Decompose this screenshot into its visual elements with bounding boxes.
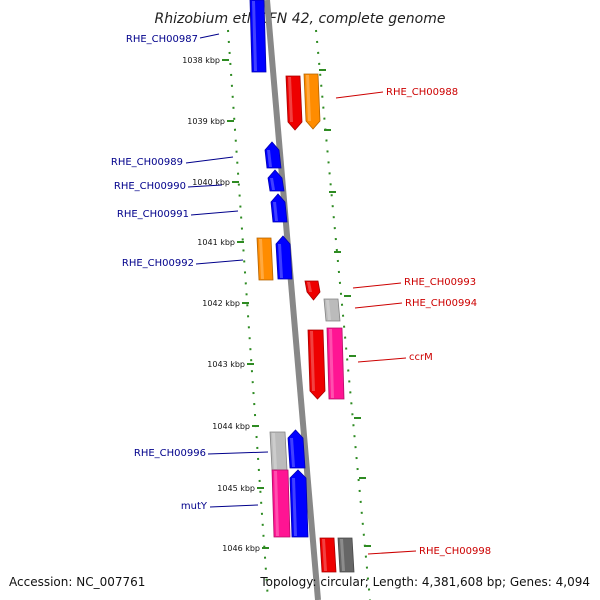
gene-arrow[interactable] <box>337 537 355 573</box>
gene-arrow[interactable] <box>270 193 288 223</box>
strand-tracks <box>227 29 371 600</box>
scale-tick-label: 1042 kbp <box>202 299 240 308</box>
gene-label[interactable]: RHE_CH00993 <box>404 277 476 288</box>
gene-arrow[interactable] <box>326 327 345 400</box>
gene-label-leader <box>354 302 403 309</box>
gene-arrow[interactable] <box>264 141 282 169</box>
scale-tick-label: 1041 kbp <box>197 238 235 247</box>
gene-label-leader <box>195 259 244 265</box>
gene-arrow-highlight <box>326 300 331 320</box>
gene-arrow-highlight <box>274 471 279 536</box>
gene-labels: RHE_CH00987 RHE_CH00988 RHE_CH00989 RHE_CH0… <box>111 33 491 557</box>
gene-arrow[interactable] <box>289 469 309 538</box>
gene-feature-rhe_ch00991[interactable] <box>270 193 288 223</box>
gene-feature-muty[interactable] <box>289 469 309 538</box>
gene-arrow-highlight <box>292 478 297 536</box>
gene-arrow-highlight <box>288 77 293 122</box>
axis-line <box>264 0 321 600</box>
gene-label-leader <box>367 550 417 555</box>
gene-arrow-highlight <box>310 331 315 391</box>
scale-tick-label: 1044 kbp <box>212 422 250 431</box>
gene-arrow-highlight <box>267 150 272 167</box>
gene-arrow[interactable] <box>287 429 306 469</box>
gene-label-leader <box>357 357 407 363</box>
gene-feature-rhe_ch00998[interactable] <box>337 537 355 573</box>
gene-label-leader <box>199 33 220 39</box>
gene-arrow[interactable] <box>323 298 341 322</box>
gene-feature-ccrm[interactable] <box>326 327 345 400</box>
forward-strand-track <box>315 29 371 600</box>
gene-feature-unlabeled-6[interactable] <box>256 237 274 281</box>
scale-tick-label: 1040 kbp <box>192 178 230 187</box>
gene-label[interactable]: RHE_CH00989 <box>111 157 183 168</box>
scale-ticks: 1038 kbp 1039 kbp 1040 kbp 1041 kbp 1042 kbp… <box>182 56 371 553</box>
gene-feature-unlabeled-12[interactable] <box>269 431 288 471</box>
scale-tick-label: 1045 kbp <box>217 484 255 493</box>
gene-feature-unlabeled-14[interactable] <box>271 469 291 538</box>
gene-feature-rhe_ch00989[interactable] <box>264 141 282 169</box>
gene-feature-rhe_ch00992[interactable] <box>275 235 293 280</box>
gene-arrow[interactable] <box>267 169 285 192</box>
reverse-strand-track <box>227 29 269 600</box>
accession-text: Accession: NC_007761 <box>9 575 145 589</box>
gene-feature-rhe_ch00990[interactable] <box>267 169 285 192</box>
gene-label-leader <box>209 504 259 508</box>
gene-feature-rhe_ch00994[interactable] <box>323 298 341 322</box>
gene-arrow-highlight <box>278 244 283 278</box>
gene-feature-rhe_ch00988[interactable] <box>285 75 303 131</box>
gene-arrow[interactable] <box>285 75 303 131</box>
gene-label-leader <box>185 156 234 164</box>
gene-label[interactable]: RHE_CH00994 <box>405 298 477 309</box>
gene-label[interactable]: RHE_CH00988 <box>386 87 458 98</box>
gene-arrow-highlight <box>340 539 345 571</box>
gene-arrow-highlight <box>272 433 277 469</box>
gene-label[interactable]: RHE_CH00996 <box>134 448 206 459</box>
gene-arrow-highlight <box>322 539 327 571</box>
gene-arrow-highlight <box>270 178 275 190</box>
gene-label[interactable]: RHE_CH00991 <box>117 209 189 220</box>
gene-features <box>249 0 355 573</box>
gene-arrow-highlight <box>306 75 311 121</box>
gene-arrow-highlight <box>329 329 334 398</box>
scale-tick-label: 1046 kbp <box>222 544 260 553</box>
gene-label[interactable]: RHE_CH00998 <box>419 546 491 557</box>
gene-feature-unlabeled-2[interactable] <box>303 73 321 130</box>
gene-label[interactable]: RHE_CH00990 <box>114 181 186 192</box>
genome-summary-text: Topology: circular; Length: 4,381,608 bp… <box>259 575 590 589</box>
gene-arrow-highlight <box>252 1 257 71</box>
gene-label[interactable]: RHE_CH00992 <box>122 258 194 269</box>
scale-tick-label: 1043 kbp <box>207 360 245 369</box>
map-title: Rhizobium etli CFN 42, complete genome <box>155 11 446 27</box>
gene-label[interactable]: mutY <box>181 501 208 512</box>
gene-arrow[interactable] <box>249 0 267 73</box>
gene-feature-rhe_ch00987[interactable] <box>249 0 267 73</box>
gene-arrow[interactable] <box>271 469 291 538</box>
gene-arrow-highlight <box>273 202 278 221</box>
gene-arrow[interactable] <box>304 280 321 301</box>
gene-label-leader <box>207 451 269 455</box>
gene-feature-unlabeled-10[interactable] <box>307 329 326 400</box>
gene-arrow[interactable] <box>275 235 293 280</box>
gene-label[interactable]: RHE_CH00987 <box>126 34 198 45</box>
gene-feature-rhe_ch00996[interactable] <box>287 429 306 469</box>
scale-tick-label: 1038 kbp <box>182 56 220 65</box>
gene-arrow-highlight <box>307 282 312 292</box>
gene-arrow[interactable] <box>307 329 326 400</box>
gene-feature-unlabeled-16[interactable] <box>319 537 337 573</box>
gene-arrow-highlight <box>259 239 264 279</box>
gene-label-leader <box>352 282 402 289</box>
gene-label-leader <box>190 210 239 216</box>
gene-arrow[interactable] <box>303 73 321 130</box>
gene-feature-rhe_ch00993[interactable] <box>304 280 321 301</box>
gene-label-leader <box>187 184 223 188</box>
gene-arrow-highlight <box>290 438 295 467</box>
gene-arrow[interactable] <box>256 237 274 281</box>
gene-arrow[interactable] <box>319 537 337 573</box>
gene-label[interactable]: ccrM <box>409 352 433 363</box>
gene-label-leader <box>335 91 384 99</box>
genome-axis <box>264 0 321 600</box>
scale-tick-label: 1039 kbp <box>187 117 225 126</box>
